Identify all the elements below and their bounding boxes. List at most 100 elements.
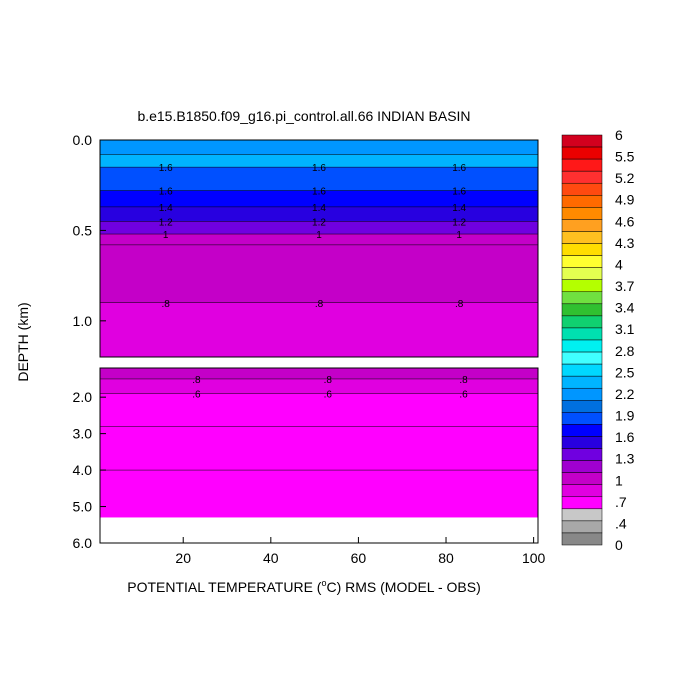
colorbar-swatch: [561, 339, 603, 353]
lower-band: [100, 378, 538, 394]
upper-contour-label: 1.6: [312, 187, 326, 198]
upper-band: [100, 190, 538, 207]
chart-title: b.e15.B1850.f09_g16.pi_control.all.66 IN…: [137, 108, 470, 124]
x-axis-label-sup: o: [321, 578, 326, 588]
colorbar-swatch: [561, 146, 603, 160]
colorbar-swatch: [561, 279, 603, 293]
upper-contour-label: 1.4: [452, 203, 466, 214]
colorbar-label: 3.7: [615, 278, 635, 294]
lower-contour-label: .8: [192, 375, 201, 386]
colorbar-swatch: [561, 267, 603, 280]
colorbar-swatch: [561, 520, 603, 534]
colorbar-swatch: [561, 400, 603, 413]
lower-y-tick-label: 5.0: [73, 499, 93, 515]
colorbar-swatch: [561, 255, 603, 268]
colorbar-label: 2.2: [615, 386, 635, 402]
colorbar-swatch: [561, 291, 603, 305]
colorbar-label: 1.6: [615, 429, 635, 445]
colorbar-label: 4: [615, 256, 623, 272]
colorbar-swatch: [561, 532, 603, 546]
colorbar-label: .7: [615, 494, 627, 510]
x-axis-label: POTENTIAL TEMPERATURE (oC) RMS (MODEL - …: [127, 578, 481, 595]
colorbar-label: 1.3: [615, 451, 635, 467]
colorbar-swatch: [561, 351, 603, 365]
y-axis-label: DEPTH (km): [15, 302, 31, 381]
upper-contour-label: 1.4: [159, 203, 173, 214]
colorbar-swatch: [561, 460, 603, 473]
colorbar-swatch: [561, 387, 603, 401]
colorbar-label: 5.5: [615, 149, 635, 165]
x-tick-label: 40: [263, 550, 279, 566]
lower-y-tick-label: 6.0: [73, 535, 93, 551]
lower-band: [100, 368, 538, 379]
x-tick-label: 60: [351, 550, 367, 566]
lower-band: [100, 470, 538, 518]
lower-contour-label: .6: [192, 390, 201, 401]
upper-y-tick-label: 0.0: [73, 132, 93, 148]
upper-panel-frame: [99, 139, 539, 358]
upper-contour-label: 1.6: [312, 163, 326, 174]
x-tick-label: 80: [438, 550, 454, 566]
colorbar-swatch: [561, 412, 603, 425]
colorbar-swatch: [561, 363, 603, 377]
upper-contour-label: 1.6: [452, 187, 466, 198]
colorbar-label: 4.9: [615, 192, 635, 208]
upper-band: [100, 234, 538, 245]
colorbar-swatch: [561, 207, 603, 220]
colorbar-swatch: [561, 496, 603, 510]
colorbar-label: 3.1: [615, 321, 635, 337]
colorbar-swatch: [561, 436, 603, 449]
x-tick-label: 100: [522, 550, 546, 566]
upper-panel: 1.6 1.6 1.6 1.6 1.6 1.6 1.4 1.4 1.4 1.2 1.2 1.2 1 1 1.…: [73, 132, 539, 358]
colorbar-swatch: [561, 182, 603, 196]
colorbar-swatch: [561, 243, 603, 256]
colorbar-swatch: [561, 195, 603, 208]
colorbar-label: 4.3: [615, 235, 635, 251]
upper-contour-label: 1: [456, 230, 462, 241]
upper-contour-label: 1.6: [159, 187, 173, 198]
upper-band: [100, 140, 538, 155]
upper-contour-label: .8: [455, 299, 464, 310]
colorbar-label: 2.5: [615, 364, 635, 380]
upper-y-tick-label: 0.5: [73, 222, 93, 238]
colorbar-label: 6: [615, 127, 623, 143]
lower-panel-frame: [99, 367, 539, 544]
lower-contour-label: .8: [324, 375, 333, 386]
lower-y-tick-label: 3.0: [73, 426, 93, 442]
colorbar-swatch: [561, 424, 603, 437]
lower-y-tick-label: 4.0: [73, 462, 93, 478]
upper-band: [100, 167, 538, 191]
upper-contour-label: 1.2: [452, 217, 466, 228]
colorbar-swatch: [561, 134, 603, 148]
colorbar-label: 1.9: [615, 408, 635, 424]
colorbar-swatch: [561, 170, 603, 184]
colorbar-swatch: [561, 231, 603, 244]
upper-contour-label: 1.6: [452, 163, 466, 174]
lower-contour-label: .6: [324, 390, 333, 401]
colorbar-swatch: [561, 375, 603, 389]
upper-contour-label: 1.2: [159, 217, 173, 228]
colorbar: [561, 134, 603, 546]
lower-band: [100, 426, 538, 471]
upper-band: [100, 206, 538, 222]
lower-y-tick-label: 2.0: [73, 389, 93, 405]
x-tick-label: 20: [175, 550, 191, 566]
upper-band: [100, 154, 538, 168]
colorbar-label: 4.6: [615, 213, 635, 229]
upper-band: [100, 302, 538, 357]
colorbar-swatch: [561, 315, 603, 329]
colorbar-swatch: [561, 327, 603, 341]
upper-band: [100, 244, 538, 303]
lower-contour-label: .8: [459, 375, 468, 386]
upper-band: [100, 221, 538, 235]
colorbar-label: 5.2: [615, 170, 635, 186]
colorbar-swatch: [561, 448, 603, 461]
colorbar-label: 3.4: [615, 300, 635, 316]
colorbar-swatch: [561, 158, 603, 172]
upper-contour-label: 1: [163, 230, 169, 241]
colorbar-label: 2.8: [615, 343, 635, 359]
lower-contour-label: .6: [459, 390, 468, 401]
colorbar-swatch: [561, 303, 603, 317]
colorbar-labels: 6 5.5 5.2 4.9 4.6 4.3 4 3.7 3.4 3.1 2.8 2.5 2.2 1.9 1.…: [615, 127, 635, 553]
